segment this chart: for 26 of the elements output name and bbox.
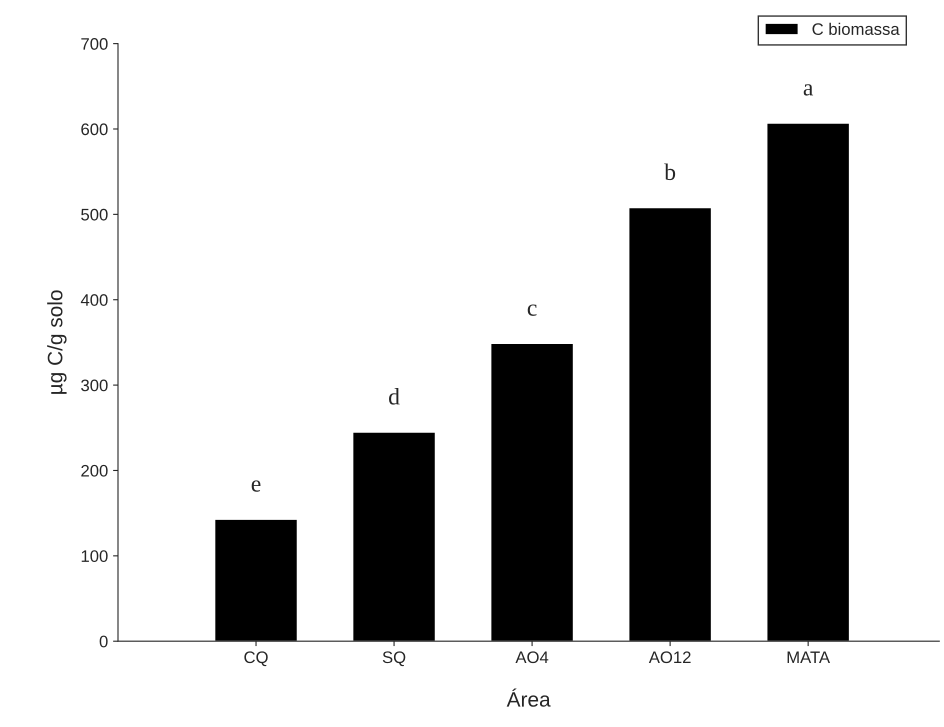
bar — [628, 206, 712, 642]
bar — [766, 122, 850, 642]
x-tick-label: AO4 — [515, 651, 548, 664]
bar — [490, 342, 574, 642]
y-tick-label: 100 — [82, 550, 108, 562]
annotation: b — [664, 163, 676, 180]
x-tick-label: AO12 — [648, 651, 691, 664]
bar — [214, 518, 298, 642]
y-axis-title: µg C/g solo — [47, 290, 67, 394]
y-tick-label: 400 — [80, 294, 108, 306]
y-tick-label: 300 — [81, 380, 108, 392]
x-tick-label: MATA — [788, 652, 830, 664]
x-tick-label: SQ — [382, 651, 406, 666]
y-tick-label: 700 — [81, 38, 108, 50]
y-tick-label: 200 — [81, 464, 108, 477]
bar — [352, 431, 436, 642]
y-tick-label: 600 — [81, 123, 108, 136]
annotation: a — [804, 84, 814, 96]
annotation: c — [528, 304, 537, 316]
x-tick-label: CQ — [244, 651, 268, 666]
y-tick-label: 0 — [100, 636, 108, 648]
legend-label: C biomassa — [812, 22, 900, 36]
annotation: d — [389, 388, 400, 405]
y-tick-label: 500 — [81, 208, 108, 221]
annotation: e — [252, 480, 260, 492]
x-axis-title: Área — [506, 688, 551, 707]
